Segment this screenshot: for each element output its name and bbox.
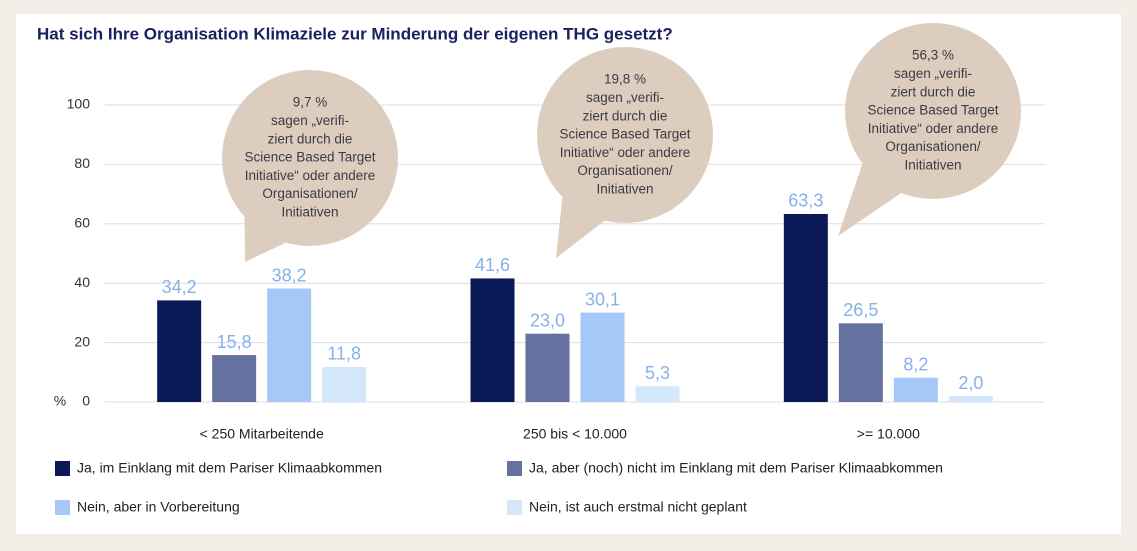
bar [635,386,680,402]
legend-swatch [55,461,70,476]
annotation: ziert durch die [268,131,353,146]
chart-title: Hat sich Ihre Organisation Klimaziele zu… [37,24,673,43]
bar [470,278,515,402]
annotation: Science Based Target [244,150,375,165]
y-tick-label: 0 [82,393,90,409]
legend-label: Nein, aber in Vorbereitung [77,499,240,515]
y-tick-label: 80 [74,155,90,171]
annotation: Initiative“ oder andere [560,145,691,160]
value-label: 11,8 [327,344,361,364]
y-tick-label: 20 [74,333,90,349]
value-label: 2,0 [958,373,983,393]
bar [267,288,312,402]
value-label: 41,6 [475,255,510,275]
legend-label: Ja, im Einklang mit dem Pariser Klimaabk… [77,460,382,476]
annotation: Initiativen [281,204,338,219]
annotation: 19,8 % [604,72,646,87]
annotation: Science Based Target [559,127,690,142]
bar [157,300,202,402]
legend-swatch [507,500,522,515]
annotation: Organisationen/ [885,139,981,154]
bar [580,312,625,402]
annotation: Organisationen/ [577,163,673,178]
value-label: 23,0 [530,310,565,330]
bar [525,333,570,402]
y-tick-label: 100 [67,96,91,112]
value-label: 15,8 [217,332,252,352]
annotation: Organisationen/ [262,186,358,201]
bar [783,213,828,402]
x-tick-label: < 250 Mitarbeitende [200,426,324,442]
legend-swatch [507,461,522,476]
annotation: 9,7 % [293,95,328,110]
bar [948,396,993,402]
x-tick-label: >= 10.000 [857,426,920,442]
annotation: sagen „verifi- [271,113,349,128]
bar [838,323,883,402]
bubble [845,23,1021,199]
value-label: 63,3 [788,191,823,211]
value-label: 34,2 [162,277,197,297]
bubble-tail [556,196,605,258]
legend-label: Ja, aber (noch) nicht im Einklang mit de… [529,460,943,476]
value-label: 26,5 [843,300,878,320]
x-tick-label: 250 bis < 10.000 [523,426,627,442]
annotation: Initiative“ oder andere [868,121,999,136]
annotation: Initiativen [596,181,653,196]
annotation: ziert durch die [891,84,976,99]
y-axis-label: % [54,393,66,409]
value-label: 30,1 [585,289,620,309]
bar [322,366,367,402]
y-tick-label: 60 [74,215,90,231]
value-label: 5,3 [645,363,670,383]
bubble [537,47,713,223]
annotation: sagen „verifi- [586,90,664,105]
bar [212,355,257,402]
bubble-tail [244,216,286,262]
y-tick-label: 40 [74,274,90,290]
legend-swatch [55,500,70,515]
legend-label: Nein, ist auch erstmal nicht geplant [529,499,747,515]
annotation: Initiativen [904,157,961,172]
value-label: 8,2 [903,354,928,374]
annotation: Science Based Target [867,103,998,118]
annotation: sagen „verifi- [894,66,972,81]
annotation: 56,3 % [912,48,954,63]
annotation: ziert durch die [583,108,668,123]
bar [893,377,938,402]
bubble [222,70,398,246]
value-label: 38,2 [272,265,307,285]
annotation: Initiative“ oder andere [245,168,376,183]
